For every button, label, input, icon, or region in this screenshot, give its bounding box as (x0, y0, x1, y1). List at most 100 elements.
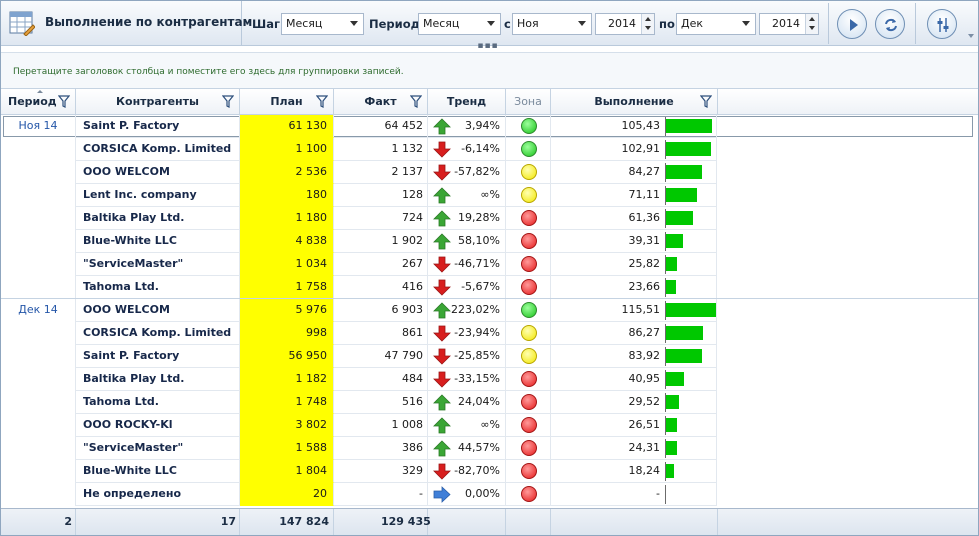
cell-fact[interactable]: 47 790 (334, 345, 428, 368)
cell-trend[interactable]: -6,14% (428, 138, 506, 161)
spinner-buttons[interactable] (641, 14, 654, 34)
cell-plan[interactable]: 1 588 (240, 437, 334, 460)
cell-period[interactable] (1, 138, 76, 161)
table-row[interactable]: Saint P. Factory 56 950 47 790 -25,85% 83,92 (1, 345, 978, 368)
cell-plan[interactable]: 2 536 (240, 161, 334, 184)
table-row[interactable]: Lent Inc. company 180 128 ∞% 71,11 (1, 184, 978, 207)
cell-counterparty[interactable]: Lent Inc. company (76, 184, 240, 207)
cell-trend[interactable]: -5,67% (428, 276, 506, 299)
cell-plan[interactable]: 1 804 (240, 460, 334, 483)
cell-plan[interactable]: 3 802 (240, 414, 334, 437)
collapse-handle[interactable]: ▪▪▪ (477, 41, 499, 51)
cell-plan[interactable]: 1 100 (240, 138, 334, 161)
cell-fact[interactable]: 1 132 (334, 138, 428, 161)
table-row[interactable]: OOO ROCKY-Kl 3 802 1 008 ∞% 26,51 (1, 414, 978, 437)
cell-trend[interactable]: ∞% (428, 184, 506, 207)
cell-fact[interactable]: 128 (334, 184, 428, 207)
cell-period[interactable] (1, 161, 76, 184)
filter-icon[interactable] (316, 95, 328, 108)
cell-period[interactable] (1, 460, 76, 483)
cell-counterparty[interactable]: Blue-White LLC (76, 230, 240, 253)
cell-trend[interactable]: 3,94% (428, 115, 506, 138)
to-year-spinner[interactable]: 2014 (759, 13, 819, 35)
cell-fact[interactable]: 64 452 (334, 115, 428, 138)
period-select[interactable]: Месяц (418, 13, 501, 35)
cell-plan[interactable]: 1 748 (240, 391, 334, 414)
cell-fact[interactable]: 861 (334, 322, 428, 345)
group-by-panel[interactable]: Перетащите заголовок столбца и поместите… (1, 52, 978, 88)
cell-trend[interactable]: -23,94% (428, 322, 506, 345)
table-row[interactable]: OOO WELCOM 2 536 2 137 -57,82% 84,27 (1, 161, 978, 184)
cell-fact[interactable]: 1 902 (334, 230, 428, 253)
table-row[interactable]: Дек 14 OOO WELCOM 5 976 6 903 223,02% 115,51 (1, 299, 978, 322)
cell-fact[interactable]: 6 903 (334, 299, 428, 322)
cell-trend[interactable]: 19,28% (428, 207, 506, 230)
cell-zone[interactable] (506, 483, 551, 506)
cell-fact[interactable]: 416 (334, 276, 428, 299)
spin-down-icon[interactable] (809, 26, 815, 30)
cell-counterparty[interactable]: "ServiceMaster" (76, 253, 240, 276)
cell-zone[interactable] (506, 276, 551, 299)
table-row[interactable]: Blue-White LLC 1 804 329 -82,70% 18,24 (1, 460, 978, 483)
cell-zone[interactable] (506, 138, 551, 161)
cell-zone[interactable] (506, 207, 551, 230)
cell-fact[interactable]: 267 (334, 253, 428, 276)
cell-trend[interactable]: ∞% (428, 414, 506, 437)
cell-plan[interactable]: 5 976 (240, 299, 334, 322)
cell-trend[interactable]: -57,82% (428, 161, 506, 184)
cell-plan[interactable]: 180 (240, 184, 334, 207)
cell-execution[interactable]: 18,24 (551, 460, 717, 483)
cell-period[interactable] (1, 184, 76, 207)
column-header-zone[interactable]: Зона (506, 89, 551, 115)
cell-period[interactable] (1, 391, 76, 414)
cell-execution[interactable]: 23,66 (551, 276, 717, 299)
cell-execution[interactable]: 83,92 (551, 345, 717, 368)
cell-period[interactable] (1, 230, 76, 253)
cell-execution[interactable]: 25,82 (551, 253, 717, 276)
cell-trend[interactable]: 44,57% (428, 437, 506, 460)
table-row[interactable]: Не определено 20-0,00% - (1, 483, 978, 506)
table-row[interactable]: Ноя 14 Saint P. Factory 61 130 64 452 3,94% 1… (1, 115, 978, 138)
cell-plan[interactable]: 998 (240, 322, 334, 345)
cell-counterparty[interactable]: OOO ROCKY-Kl (76, 414, 240, 437)
cell-zone[interactable] (506, 253, 551, 276)
settings-button[interactable] (927, 9, 957, 39)
cell-counterparty[interactable]: Tahoma Ltd. (76, 276, 240, 299)
cell-counterparty[interactable]: OOO WELCOM (76, 161, 240, 184)
column-header-exec[interactable]: Выполнение (551, 89, 718, 115)
cell-period[interactable] (1, 276, 76, 299)
cell-trend[interactable]: 24,04% (428, 391, 506, 414)
cell-period[interactable] (1, 322, 76, 345)
cell-fact[interactable]: 724 (334, 207, 428, 230)
cell-counterparty[interactable]: Saint P. Factory (76, 115, 240, 138)
cell-counterparty[interactable]: CORSICA Komp. Limited (76, 138, 240, 161)
cell-zone[interactable] (506, 230, 551, 253)
table-row[interactable]: "ServiceMaster" 1 588 386 44,57% 24,31 (1, 437, 978, 460)
table-row[interactable]: "ServiceMaster" 1 034 267 -46,71% 25,82 (1, 253, 978, 276)
spin-up-icon[interactable] (645, 17, 651, 21)
cell-execution[interactable]: 115,51 (551, 299, 717, 322)
cell-fact[interactable]: 1 008 (334, 414, 428, 437)
cell-trend[interactable]: -33,15% (428, 368, 506, 391)
cell-period[interactable] (1, 414, 76, 437)
cell-trend[interactable]: -25,85% (428, 345, 506, 368)
cell-period[interactable] (1, 368, 76, 391)
cell-plan[interactable]: 1 180 (240, 207, 334, 230)
cell-plan[interactable]: 61 130 (240, 115, 334, 138)
cell-period[interactable] (1, 483, 76, 506)
cell-period[interactable] (1, 437, 76, 460)
cell-period[interactable] (1, 253, 76, 276)
cell-counterparty[interactable]: Baltika Play Ltd. (76, 207, 240, 230)
cell-counterparty[interactable]: Не определено (76, 483, 240, 506)
cell-counterparty[interactable]: Saint P. Factory (76, 345, 240, 368)
cell-fact[interactable]: 2 137 (334, 161, 428, 184)
cell-execution[interactable]: 105,43 (551, 115, 717, 138)
cell-zone[interactable] (506, 161, 551, 184)
cell-trend[interactable]: 0,00% (428, 483, 506, 506)
cell-plan[interactable]: 56 950 (240, 345, 334, 368)
refresh-button[interactable] (875, 9, 905, 39)
cell-execution[interactable]: - (551, 483, 717, 506)
table-row[interactable]: Tahoma Ltd. 1 748 516 24,04% 29,52 (1, 391, 978, 414)
cell-zone[interactable] (506, 437, 551, 460)
cell-zone[interactable] (506, 184, 551, 207)
